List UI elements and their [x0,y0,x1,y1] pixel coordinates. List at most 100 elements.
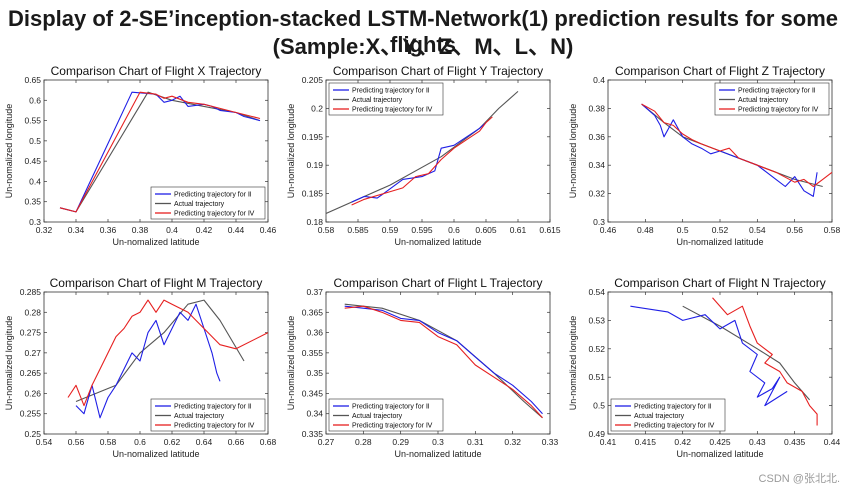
x-tick-label: 0.28 [355,437,372,447]
legend: Predicting trajectory for Ⅱ Actual trajec… [150,398,266,432]
y-tick-label: 0.36 [588,132,605,142]
legend-entry: Predicting trajectory for Ⅳ [634,423,715,430]
x-tick-label: 0.41 [600,437,617,447]
x-tick-label: 0.56 [68,437,85,447]
x-tick-label: 0.56 [786,225,803,235]
legend-entry: Actual trajectory [352,97,403,104]
y-tick-label: 0.3 [593,217,605,227]
y-tick-label: 0.365 [302,307,324,317]
y-tick-label: 0.28 [24,307,41,317]
x-tick-label: 0.435 [784,437,806,447]
y-tick-label: 0.34 [306,409,323,419]
chart-title: Comparison Chart of Flight N Trajectory [614,276,825,290]
series-line-pred-iv [59,91,261,213]
y-tick-label: 0.37 [306,287,323,297]
x-tick-label: 0.58 [318,225,335,235]
chart-title: Comparison Chart of Flight X Trajectory [51,64,262,78]
x-tick-label: 0.48 [637,225,654,235]
x-tick-label: 0.615 [539,225,561,235]
legend-entry: Predicting trajectory for Ⅳ [174,423,255,430]
y-tick-label: 0.335 [302,429,324,439]
series-line-pred-ii [75,303,221,419]
chart-panel-flight-x: Comparison Chart of Flight X Trajectory 0… [0,60,282,260]
series-line-pred-ii [630,305,788,407]
y-tick-label: 0.3 [29,217,41,227]
x-axis-label: Un-nomalized latitude [112,237,199,247]
legend-entry: Predicting trajectory for Ⅱ [634,404,711,411]
legend-entry: Actual trajectory [352,413,403,420]
y-tick-label: 0.65 [24,75,41,85]
x-tick-label: 0.32 [504,437,521,447]
y-tick-label: 0.36 [306,328,323,338]
chart-svg-l: Comparison Chart of Flight L Trajectory 0… [286,276,559,459]
y-tick-label: 0.4 [29,176,41,186]
legend-entry: Predicting trajectory for Ⅳ [738,107,819,114]
legend-entry: Predicting trajectory for Ⅱ [174,404,251,411]
x-axis-label: Un-nomalized latitude [676,449,763,459]
x-axis-label: Un-nomalized latitude [394,449,481,459]
chart-panel-flight-n: Comparison Chart of Flight N Trajectory 0… [564,272,846,472]
chart-svg-z: Comparison Chart of Flight Z Trajectory 0… [568,64,841,247]
y-tick-label: 0.6 [29,95,41,105]
x-tick-label: 0.42 [674,437,691,447]
x-tick-label: 0.43 [749,437,766,447]
x-tick-label: 0.31 [467,437,484,447]
x-tick-label: 0.54 [36,437,53,447]
x-tick-label: 0.59 [382,225,399,235]
y-tick-label: 0.45 [24,156,41,166]
chart-panel-flight-m: Comparison Chart of Flight M Trajectory 0… [0,272,282,472]
x-tick-label: 0.32 [36,225,53,235]
series-line-actual [326,90,519,215]
y-axis-label: Un-nomalized longitude [4,104,14,199]
y-tick-label: 0.195 [302,132,324,142]
watermark: CSDN @张北北. [758,473,840,485]
legend-entry: Actual trajectory [174,413,225,420]
x-tick-label: 0.64 [196,437,213,447]
x-tick-label: 0.29 [392,437,409,447]
y-tick-label: 0.55 [24,116,41,126]
x-tick-label: 0.61 [510,225,527,235]
x-tick-label: 0.3 [432,437,444,447]
x-tick-label: 0.27 [318,437,335,447]
y-tick-label: 0.5 [593,401,605,411]
y-tick-label: 0.275 [20,328,42,338]
legend-entry: Actual trajectory [174,201,225,208]
y-tick-label: 0.26 [24,388,41,398]
y-tick-label: 0.32 [588,189,605,199]
legend: Predicting trajectory for Ⅱ Actual trajec… [328,398,444,432]
x-tick-label: 0.44 [228,225,245,235]
chart-panel-flight-l: Comparison Chart of Flight L Trajectory 0… [282,272,564,472]
y-axis-label: Un-nomalized longitude [568,316,578,411]
x-tick-label: 0.34 [68,225,85,235]
y-tick-label: 0.5 [29,136,41,146]
y-tick-label: 0.35 [306,368,323,378]
y-tick-label: 0.255 [20,409,42,419]
y-tick-label: 0.2 [311,103,323,113]
x-tick-label: 0.5 [677,225,689,235]
series-line-pred-ii [344,305,543,415]
y-tick-label: 0.19 [306,160,323,170]
legend: Predicting trajectory for Ⅱ Actual trajec… [150,186,266,220]
x-tick-label: 0.42 [196,225,213,235]
y-axis-label: Un-nomalized longitude [568,104,578,199]
y-axis-label: Un-nomalized longitude [286,316,296,411]
x-axis-label: Un-nomalized latitude [112,449,199,459]
x-tick-label: 0.425 [709,437,731,447]
x-tick-label: 0.38 [132,225,149,235]
y-tick-label: 0.205 [302,75,324,85]
y-tick-label: 0.355 [302,348,324,358]
y-tick-label: 0.38 [588,103,605,113]
x-axis-label: Un-nomalized latitude [394,237,481,247]
x-tick-label: 0.58 [824,225,841,235]
x-tick-label: 0.605 [475,225,497,235]
x-tick-label: 0.415 [635,437,657,447]
x-tick-label: 0.62 [164,437,181,447]
y-tick-label: 0.4 [593,75,605,85]
y-tick-label: 0.51 [588,372,605,382]
legend-entry: Predicting trajectory for Ⅱ [174,192,251,199]
y-tick-label: 0.54 [588,287,605,297]
chart-title: Comparison Chart of Flight M Trajectory [50,276,263,290]
y-tick-label: 0.35 [24,197,41,207]
series-line-pred-iv [351,116,493,206]
x-tick-label: 0.4 [166,225,178,235]
